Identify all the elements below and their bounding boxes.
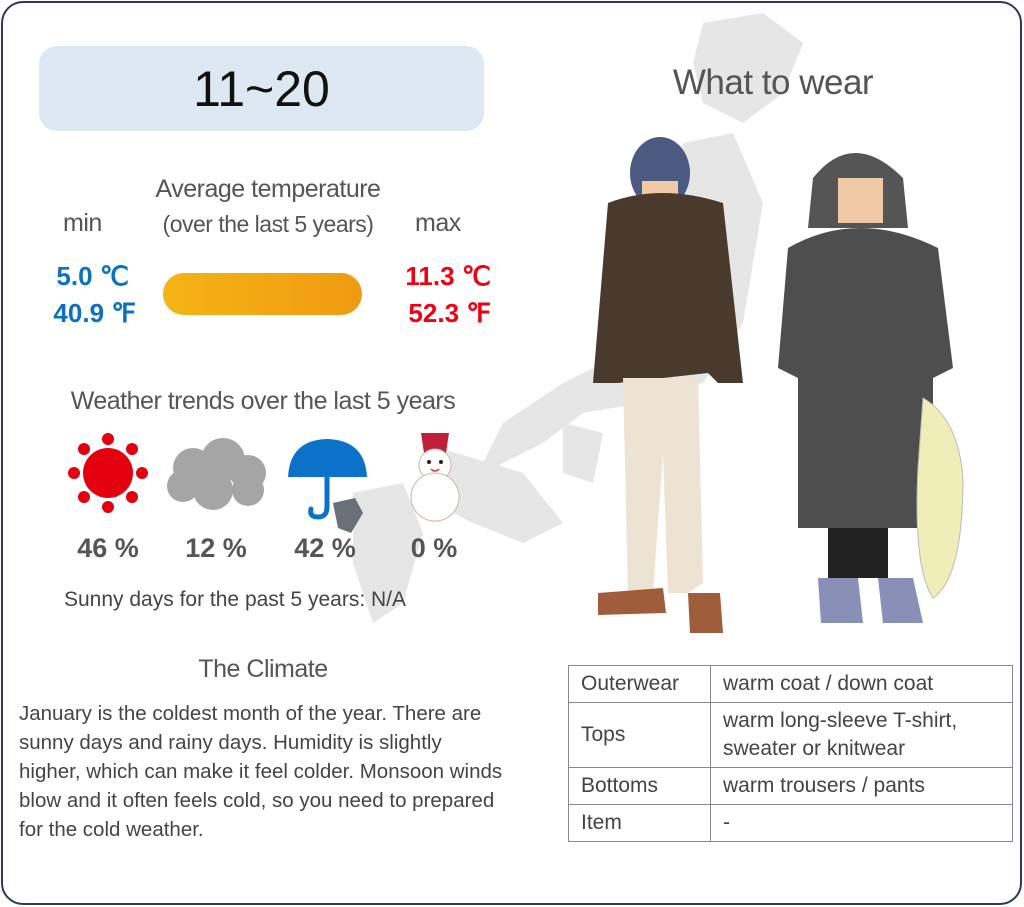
max-label: max <box>415 209 461 237</box>
japan-map-background <box>333 13 803 623</box>
sun-icon <box>68 433 148 513</box>
sunny-days-text: Sunny days for the past 5 years: N/A <box>64 588 407 611</box>
weather-trends-heading: Weather trends over the last 5 years <box>70 387 456 415</box>
row-value: warm long-sleeve T-shirt, sweater or kni… <box>710 702 1013 768</box>
snowy-percent: 0 % <box>410 533 458 563</box>
min-celsius: 5.0 ℃ <box>56 261 129 291</box>
row-value: warm coat / down coat <box>710 665 1013 703</box>
cloudy-percent: 12 % <box>185 533 247 563</box>
table-row: Tops warm long-sleeve T-shirt, sweater or… <box>568 702 1013 768</box>
sunny-percent: 46 % <box>77 533 139 563</box>
row-value: - <box>710 804 1013 842</box>
table-row: Bottoms warm trousers / pants <box>568 767 1013 805</box>
min-label: min <box>63 209 102 237</box>
table-row: Outerwear warm coat / down coat <box>568 665 1013 703</box>
row-label: Item <box>568 804 711 842</box>
max-fahrenheit: 52.3 ℉ <box>408 298 491 328</box>
period-title: 11~20 <box>39 46 484 131</box>
rainy-percent: 42 % <box>294 533 356 563</box>
max-celsius: 11.3 ℃ <box>405 261 491 291</box>
table-row: Item - <box>568 804 1013 842</box>
temperature-range-bar <box>163 273 362 315</box>
man-in-jacket-illustration <box>593 137 743 633</box>
what-to-wear-heading: What to wear <box>672 63 874 102</box>
row-label: Bottoms <box>568 767 711 805</box>
woman-in-down-coat-illustration <box>778 153 964 623</box>
climate-description: January is the coldest month of the year… <box>19 702 503 841</box>
avg-temp-heading: Average temperature <box>155 175 381 203</box>
avg-temp-subheading: (over the last 5 years) <box>162 211 374 237</box>
climate-heading: The Climate <box>198 655 328 683</box>
row-label: Outerwear <box>568 665 711 703</box>
cloud-icon <box>167 438 266 510</box>
umbrella-icon <box>288 439 367 520</box>
min-fahrenheit: 40.9 ℉ <box>53 298 136 328</box>
snowman-icon <box>410 433 460 522</box>
row-label: Tops <box>568 702 711 768</box>
what-to-wear-table: Outerwear warm coat / down coat Tops warm … <box>568 665 1013 842</box>
row-value: warm trousers / pants <box>710 767 1013 805</box>
